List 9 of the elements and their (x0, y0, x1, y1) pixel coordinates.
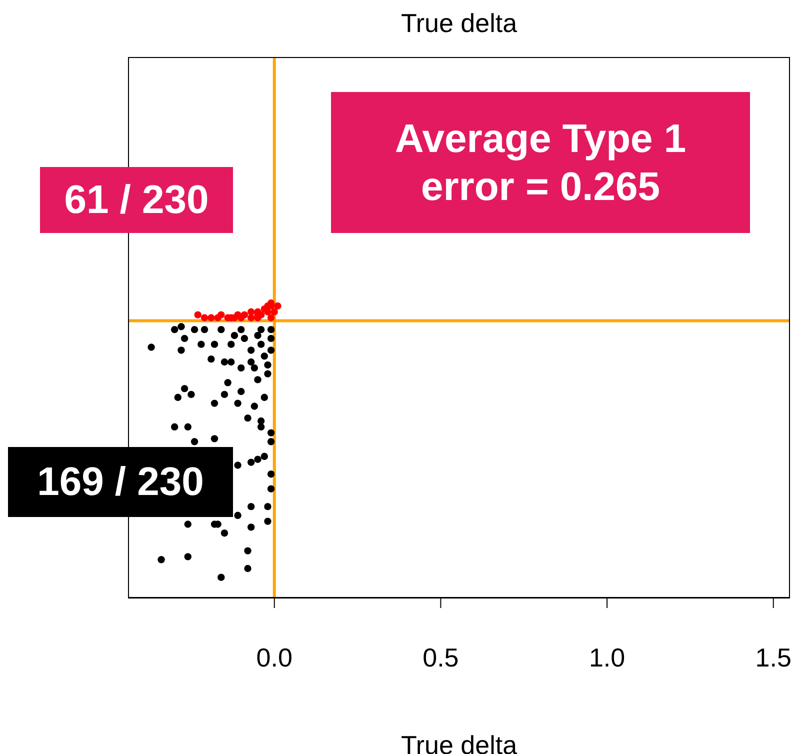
x-axis-title: True delta (400, 730, 518, 754)
x-tick-label: 0.5 (422, 642, 459, 672)
x-tick-label: 1.5 (755, 642, 792, 672)
chart-title: True delta (400, 8, 518, 39)
annotation: 169 / 230 (8, 447, 233, 517)
text: Average Type 1 error = 0.265 (331, 92, 750, 233)
x-tick-label: 0.0 (256, 642, 292, 672)
x-tick-label: 1.0 (588, 642, 626, 672)
text: 61 / 230 (40, 167, 233, 233)
